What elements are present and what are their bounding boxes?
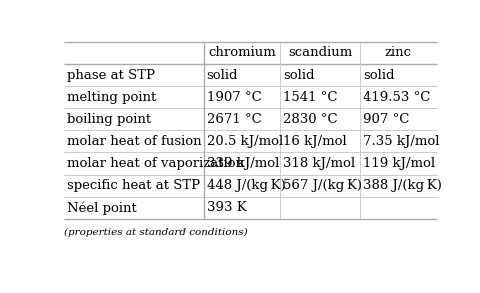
Text: 119 kJ/mol: 119 kJ/mol <box>362 157 434 170</box>
Text: (properties at standard conditions): (properties at standard conditions) <box>64 228 247 237</box>
Text: molar heat of fusion: molar heat of fusion <box>67 135 201 148</box>
Text: 448 J/(kg K): 448 J/(kg K) <box>206 179 285 192</box>
Text: scandium: scandium <box>288 47 351 59</box>
Text: 1541 °C: 1541 °C <box>282 91 337 104</box>
Text: Néel point: Néel point <box>67 201 136 214</box>
Text: boiling point: boiling point <box>67 113 151 126</box>
Text: solid: solid <box>282 69 314 81</box>
Text: 16 kJ/mol: 16 kJ/mol <box>282 135 346 148</box>
Text: solid: solid <box>206 69 238 81</box>
Text: specific heat at STP: specific heat at STP <box>67 179 200 192</box>
Text: 1907 °C: 1907 °C <box>206 91 261 104</box>
Text: 7.35 kJ/mol: 7.35 kJ/mol <box>362 135 439 148</box>
Text: 393 K: 393 K <box>206 201 246 214</box>
Text: 2830 °C: 2830 °C <box>282 113 337 126</box>
Text: 567 J/(kg K): 567 J/(kg K) <box>282 179 361 192</box>
Text: 388 J/(kg K): 388 J/(kg K) <box>362 179 441 192</box>
Text: molar heat of vaporization: molar heat of vaporization <box>67 157 243 170</box>
Text: 339 kJ/mol: 339 kJ/mol <box>206 157 278 170</box>
Text: 419.53 °C: 419.53 °C <box>362 91 430 104</box>
Text: 2671 °C: 2671 °C <box>206 113 261 126</box>
Text: melting point: melting point <box>67 91 156 104</box>
Text: 318 kJ/mol: 318 kJ/mol <box>282 157 354 170</box>
Text: 907 °C: 907 °C <box>362 113 408 126</box>
Text: phase at STP: phase at STP <box>67 69 155 81</box>
Text: 20.5 kJ/mol: 20.5 kJ/mol <box>206 135 282 148</box>
Text: chromium: chromium <box>207 47 275 59</box>
Text: solid: solid <box>362 69 394 81</box>
Text: zinc: zinc <box>384 47 411 59</box>
